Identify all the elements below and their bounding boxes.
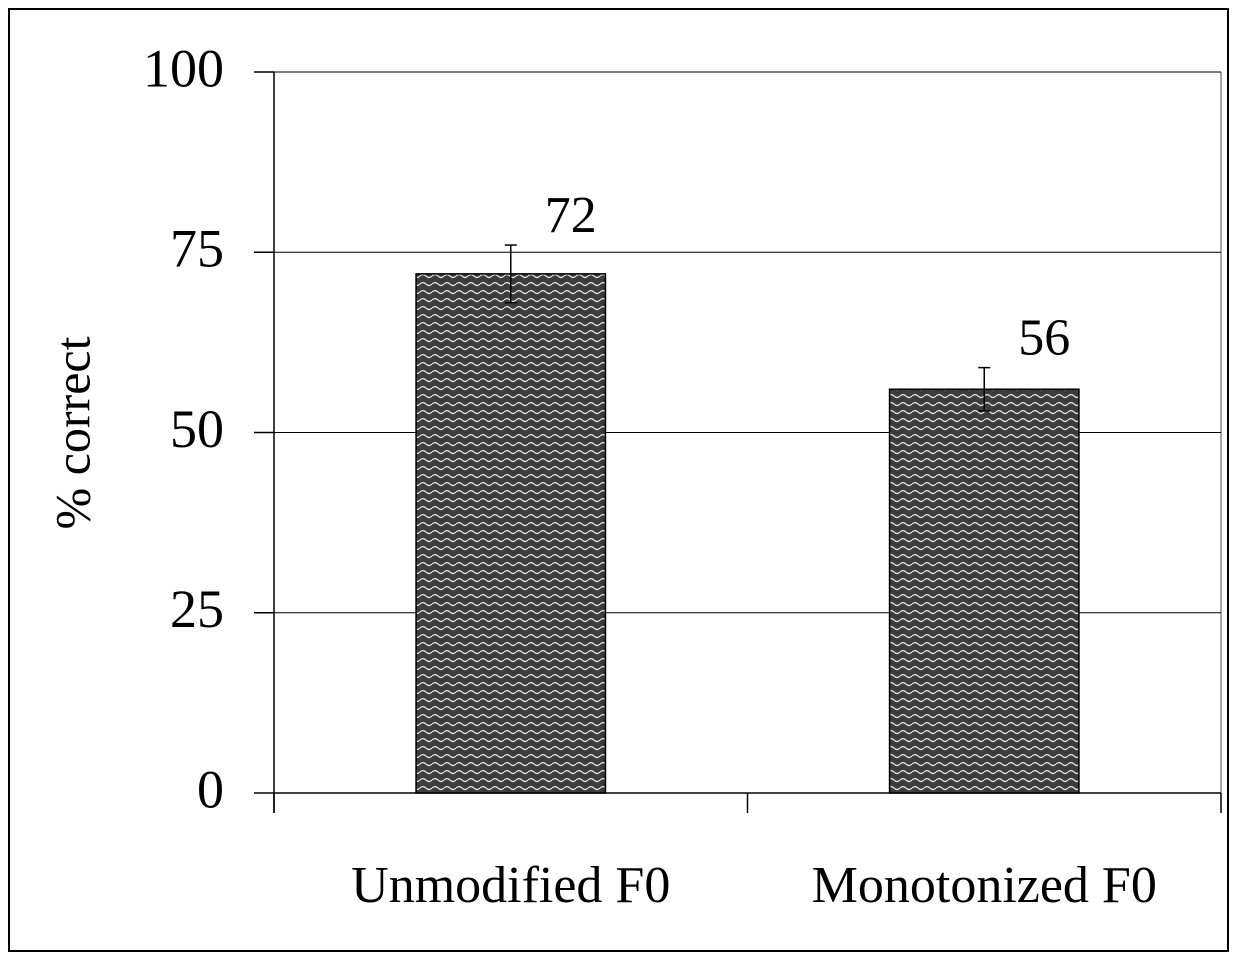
x-tick-label: Unmodified F0 — [351, 857, 670, 914]
bar — [888, 388, 1080, 794]
error-bar — [504, 244, 517, 304]
bar — [415, 273, 607, 794]
y-tick-label: 50 — [170, 399, 224, 459]
data-label: 72 — [545, 187, 597, 244]
y-tick-label: 100 — [143, 38, 224, 98]
y-axis-label: % correct — [44, 336, 100, 529]
data-label: 56 — [1018, 310, 1070, 367]
error-bar — [978, 366, 991, 412]
y-tick-label: 0 — [197, 759, 224, 819]
x-tick-label: Monotonized F0 — [812, 857, 1157, 914]
frame — [8, 8, 1229, 952]
y-tick-label: 75 — [170, 219, 224, 279]
y-tick-label: 25 — [170, 579, 224, 639]
